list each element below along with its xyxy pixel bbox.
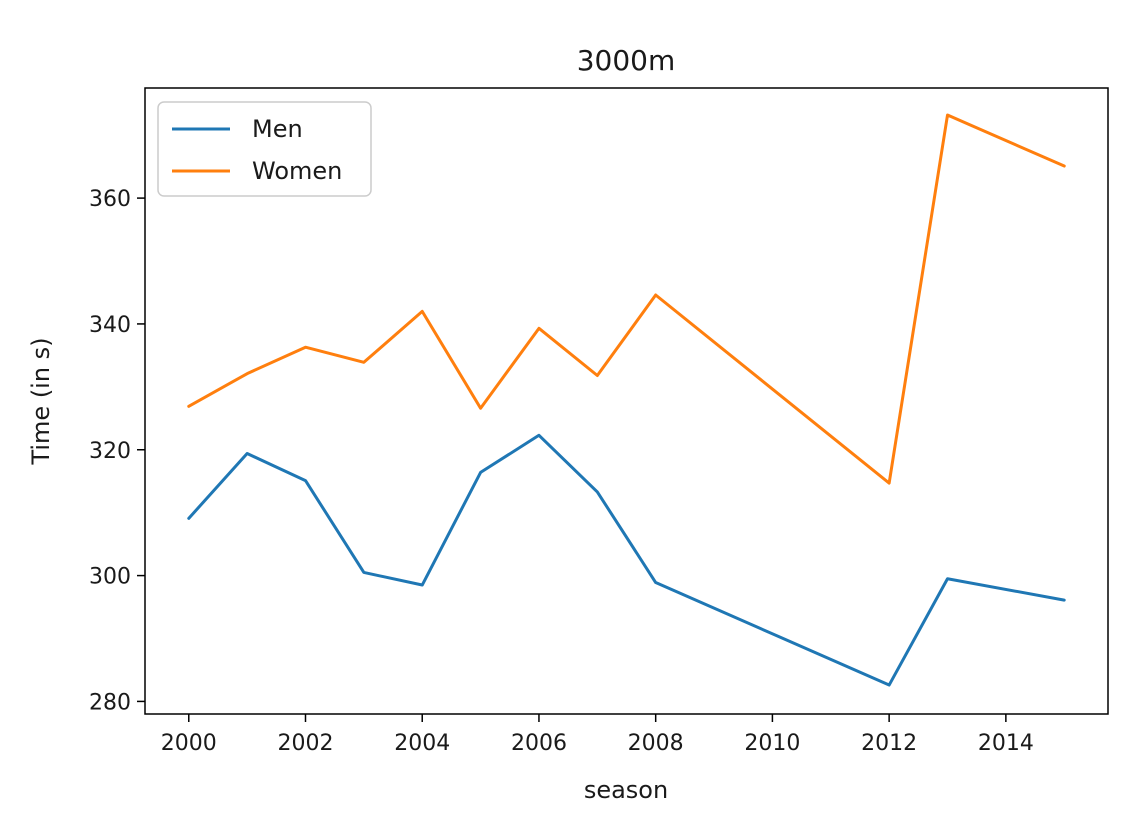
x-tick-label: 2004 <box>394 731 450 756</box>
x-tick-label: 2010 <box>744 731 800 756</box>
series-line-women <box>187 113 1066 485</box>
y-axis-label: Time (in s) <box>27 337 55 465</box>
y-tick-label: 300 <box>89 565 131 590</box>
series-line-men <box>187 433 1066 687</box>
x-tick-label: 2006 <box>511 731 567 756</box>
y-tick-label: 320 <box>89 439 131 464</box>
legend: Men Women <box>157 101 372 197</box>
y-tick-label: 360 <box>89 187 131 212</box>
x-axis: 2000 2002 2004 2006 2008 2010 2012 2014 <box>161 714 1034 756</box>
legend-label-women: Women <box>252 157 342 185</box>
x-tick-label: 2014 <box>978 731 1034 756</box>
chart-title: 3000m <box>577 44 676 77</box>
x-tick-label: 2008 <box>628 731 684 756</box>
y-axis: 280 300 320 340 360 <box>89 187 145 715</box>
x-axis-label: season <box>584 776 668 804</box>
y-tick-label: 280 <box>89 690 131 715</box>
y-tick-label: 340 <box>89 313 131 338</box>
legend-label-men: Men <box>252 115 303 143</box>
series-layer <box>187 113 1066 687</box>
x-tick-label: 2012 <box>861 731 917 756</box>
x-tick-label: 2002 <box>278 731 334 756</box>
x-tick-label: 2000 <box>161 731 217 756</box>
